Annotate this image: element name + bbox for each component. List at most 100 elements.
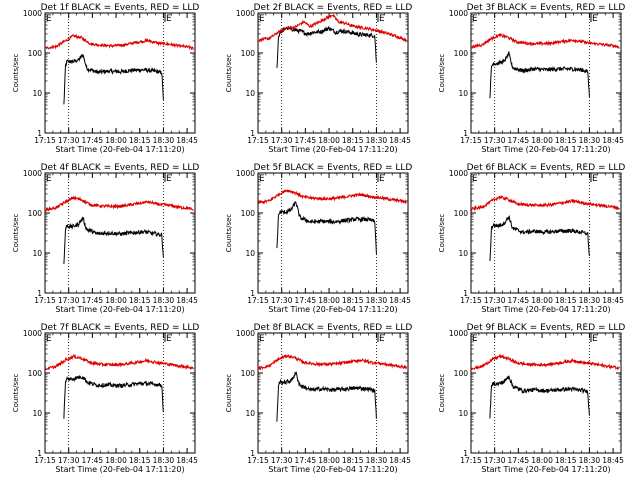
x-tick-label: 18:45 xyxy=(602,296,624,305)
x-tick-label: 17:45 xyxy=(295,296,317,305)
plot-frame xyxy=(470,332,622,454)
plot-frame xyxy=(257,332,409,454)
y-tick-label: 1000 xyxy=(236,9,255,18)
y-tick-label: 1 xyxy=(250,129,255,138)
x-tick-label: 17:30 xyxy=(484,296,506,305)
eclipse-marker-label: E xyxy=(592,174,598,184)
y-axis-label: Counts/sec xyxy=(12,214,20,253)
x-tick-label: 18:15 xyxy=(129,136,151,145)
y-tick-label: 100 xyxy=(241,209,256,218)
chart-panel-6: Det 6f BLACK = Events, RED = LLD 1 10 100 10… xyxy=(438,163,625,314)
y-tick-label: 1 xyxy=(250,289,255,298)
x-tick-label: 18:30 xyxy=(579,456,601,465)
y-tick-label: 1 xyxy=(463,129,468,138)
x-tick-label: 18:15 xyxy=(555,136,577,145)
lld-series-line xyxy=(470,195,620,212)
x-tick-label: 17:30 xyxy=(484,456,506,465)
eclipse-marker-label: E xyxy=(472,334,478,344)
x-tick-label: 18:00 xyxy=(318,136,340,145)
x-tick-label: 18:45 xyxy=(389,296,411,305)
y-tick-label: 1000 xyxy=(449,329,468,338)
events-series-line xyxy=(276,371,377,422)
x-axis-label: Start Time (20-Feb-04 17:11:20) xyxy=(55,465,184,474)
x-tick-label: 18:30 xyxy=(366,296,388,305)
x-tick-label: 18:00 xyxy=(531,136,553,145)
x-tick-label: 18:30 xyxy=(153,296,175,305)
x-tick-label: 18:00 xyxy=(531,296,553,305)
y-axis-label: Counts/sec xyxy=(225,374,233,413)
y-tick-label: 1000 xyxy=(23,9,42,18)
lld-series-line xyxy=(257,13,407,43)
eclipse-marker-label: E xyxy=(259,174,265,184)
y-tick-label: 1 xyxy=(37,129,42,138)
x-tick-label: 17:15 xyxy=(247,136,269,145)
x-tick-label: 17:45 xyxy=(508,296,530,305)
x-tick-label: 17:45 xyxy=(82,136,104,145)
y-axis-label: Counts/sec xyxy=(225,214,233,253)
chart-panel-7: Det 7f BLACK = Events, RED = LLD 1 10 100 10… xyxy=(12,323,199,474)
x-axis-label: Start Time (20-Feb-04 17:11:20) xyxy=(55,305,184,314)
x-tick-label: 18:45 xyxy=(602,456,624,465)
x-tick-label: 18:00 xyxy=(318,296,340,305)
eclipse-marker-label: E xyxy=(259,334,265,344)
x-tick-label: 17:15 xyxy=(460,456,482,465)
x-tick-label: 18:30 xyxy=(153,136,175,145)
events-series-line xyxy=(276,201,377,255)
x-tick-label: 17:15 xyxy=(247,456,269,465)
x-tick-label: 17:15 xyxy=(34,136,56,145)
x-tick-label: 18:30 xyxy=(579,136,601,145)
x-tick-label: 18:00 xyxy=(531,456,553,465)
eclipse-marker-label: E xyxy=(379,334,385,344)
chart-panel-4: Det 4f BLACK = Events, RED = LLD 1 10 100 10… xyxy=(12,163,199,314)
x-tick-label: 18:00 xyxy=(105,136,127,145)
chart-panel-8: Det 8f BLACK = Events, RED = LLD 1 10 100 10… xyxy=(225,323,412,474)
y-tick-label: 10 xyxy=(245,249,255,258)
x-tick-label: 18:30 xyxy=(366,136,388,145)
x-tick-label: 18:15 xyxy=(555,456,577,465)
x-tick-label: 18:00 xyxy=(105,296,127,305)
eclipse-marker-label: E xyxy=(592,14,598,24)
chart-title: Det 7f BLACK = Events, RED = LLD xyxy=(41,323,200,333)
eclipse-marker-label: E xyxy=(472,174,478,184)
lld-series-line xyxy=(257,354,407,371)
x-tick-label: 18:45 xyxy=(176,296,198,305)
x-tick-label: 17:15 xyxy=(460,296,482,305)
eclipse-marker-label: E xyxy=(46,14,52,24)
y-tick-label: 10 xyxy=(32,89,42,98)
x-axis-label: Start Time (20-Feb-04 17:11:20) xyxy=(268,145,397,154)
x-tick-label: 17:15 xyxy=(460,136,482,145)
eclipse-marker-label: E xyxy=(166,174,172,184)
y-tick-label: 10 xyxy=(245,409,255,418)
x-axis-label: Start Time (20-Feb-04 17:11:20) xyxy=(481,145,610,154)
chart-title: Det 6f BLACK = Events, RED = LLD xyxy=(467,163,626,173)
plot-frame xyxy=(470,172,622,294)
y-tick-label: 1 xyxy=(37,449,42,458)
lld-series-line xyxy=(44,353,194,371)
y-tick-label: 100 xyxy=(241,369,256,378)
x-tick-label: 17:15 xyxy=(34,296,56,305)
x-axis-label: Start Time (20-Feb-04 17:11:20) xyxy=(268,465,397,474)
y-axis-label: Counts/sec xyxy=(225,54,233,93)
eclipse-marker-label: E xyxy=(46,334,52,344)
x-tick-label: 18:30 xyxy=(366,456,388,465)
y-tick-label: 100 xyxy=(454,209,469,218)
x-tick-label: 17:30 xyxy=(271,296,293,305)
eclipse-marker-label: E xyxy=(166,14,172,24)
x-tick-label: 17:30 xyxy=(484,136,506,145)
chart-title: Det 9f BLACK = Events, RED = LLD xyxy=(467,323,626,333)
x-tick-label: 17:15 xyxy=(247,296,269,305)
events-series-line xyxy=(489,50,590,99)
y-axis-label: Counts/sec xyxy=(12,374,20,413)
chart-title: Det 2f BLACK = Events, RED = LLD xyxy=(254,3,413,13)
plot-frame xyxy=(44,172,196,294)
events-series-line xyxy=(63,216,164,265)
eclipse-marker-label: E xyxy=(259,14,265,24)
y-axis-label: Counts/sec xyxy=(438,54,446,93)
x-tick-label: 18:15 xyxy=(129,296,151,305)
x-axis-label: Start Time (20-Feb-04 17:11:20) xyxy=(55,145,184,154)
plot-frame xyxy=(470,12,622,134)
x-tick-label: 18:45 xyxy=(176,456,198,465)
x-tick-label: 17:15 xyxy=(34,456,56,465)
chart-panel-5: Det 5f BLACK = Events, RED = LLD 1 10 100 10… xyxy=(225,163,412,314)
events-series-line xyxy=(63,54,164,105)
